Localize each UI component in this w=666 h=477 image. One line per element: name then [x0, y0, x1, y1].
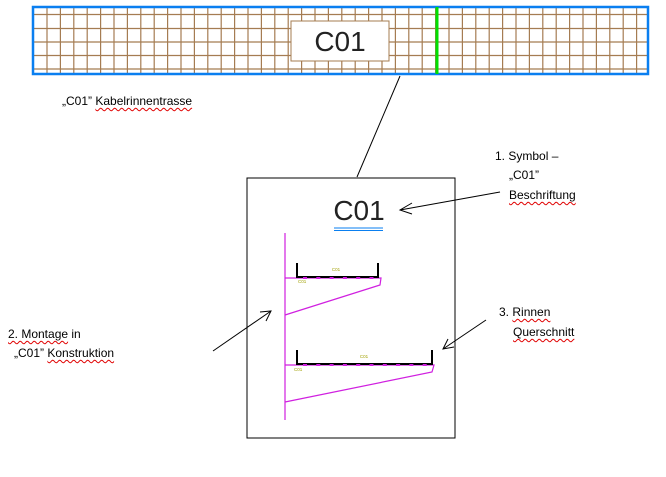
- arrow-mounting: [212, 310, 272, 352]
- tray-code-text: C01: [314, 26, 365, 57]
- support-structure: [284, 233, 435, 420]
- rail-label-upper: C01: [298, 279, 307, 284]
- cable-tray-border: [31, 5, 650, 76]
- tray-profile: [296, 263, 379, 278]
- annotation-mounting-line1: 2. Montage in: [8, 327, 81, 341]
- tray-bolt: [342, 364, 347, 366]
- arrow-head-icon: [442, 338, 455, 350]
- detail-symbol-text: C01: [333, 195, 384, 226]
- arrow-head-icon: [259, 310, 272, 322]
- tray-bolt: [382, 364, 387, 366]
- tray-bolt: [316, 277, 321, 279]
- tray-bolt: [356, 277, 361, 279]
- tray-cross-sections: [296, 263, 433, 366]
- tray-bolt: [369, 364, 374, 366]
- arrow-head-icon: [398, 202, 413, 215]
- tray-code-box: [290, 20, 390, 62]
- arrow-section: [442, 319, 487, 350]
- cable-tray-grid: [33, 7, 648, 74]
- tray-bolt: [329, 364, 334, 366]
- tray-label-lower: C01: [360, 354, 369, 359]
- rail-label-lower: C01: [294, 367, 303, 372]
- annotation-section-line2: Querschnitt: [513, 325, 575, 339]
- leader-line: [356, 75, 401, 178]
- annotation-section-line1: 3. Rinnen: [499, 305, 551, 319]
- tray-bolt: [342, 277, 347, 279]
- annotation-mounting-line2: „C01” Konstruktion: [14, 346, 115, 360]
- annotation-symbol-line2: „C01”: [509, 168, 540, 182]
- tray-bolt: [409, 364, 414, 366]
- tray-bolt: [316, 364, 321, 366]
- tray-bolt: [303, 277, 307, 279]
- tray-profile: [296, 350, 433, 365]
- tray-caption: „C01” Kabelrinnentrasse: [62, 94, 193, 108]
- arrow-symbol: [399, 191, 501, 211]
- tray-bolt: [396, 364, 401, 366]
- tray-bolt: [356, 364, 361, 366]
- annotation-symbol-line3: Beschriftung: [509, 188, 576, 202]
- tray-bolt: [329, 277, 334, 279]
- tray-bolt: [303, 364, 307, 366]
- tray-label-upper: C01: [332, 267, 341, 272]
- tray-bolt: [422, 364, 427, 366]
- annotation-symbol-line1: 1. Symbol –: [495, 149, 559, 163]
- tray-bolt: [369, 277, 374, 279]
- detail-frame: [246, 177, 456, 439]
